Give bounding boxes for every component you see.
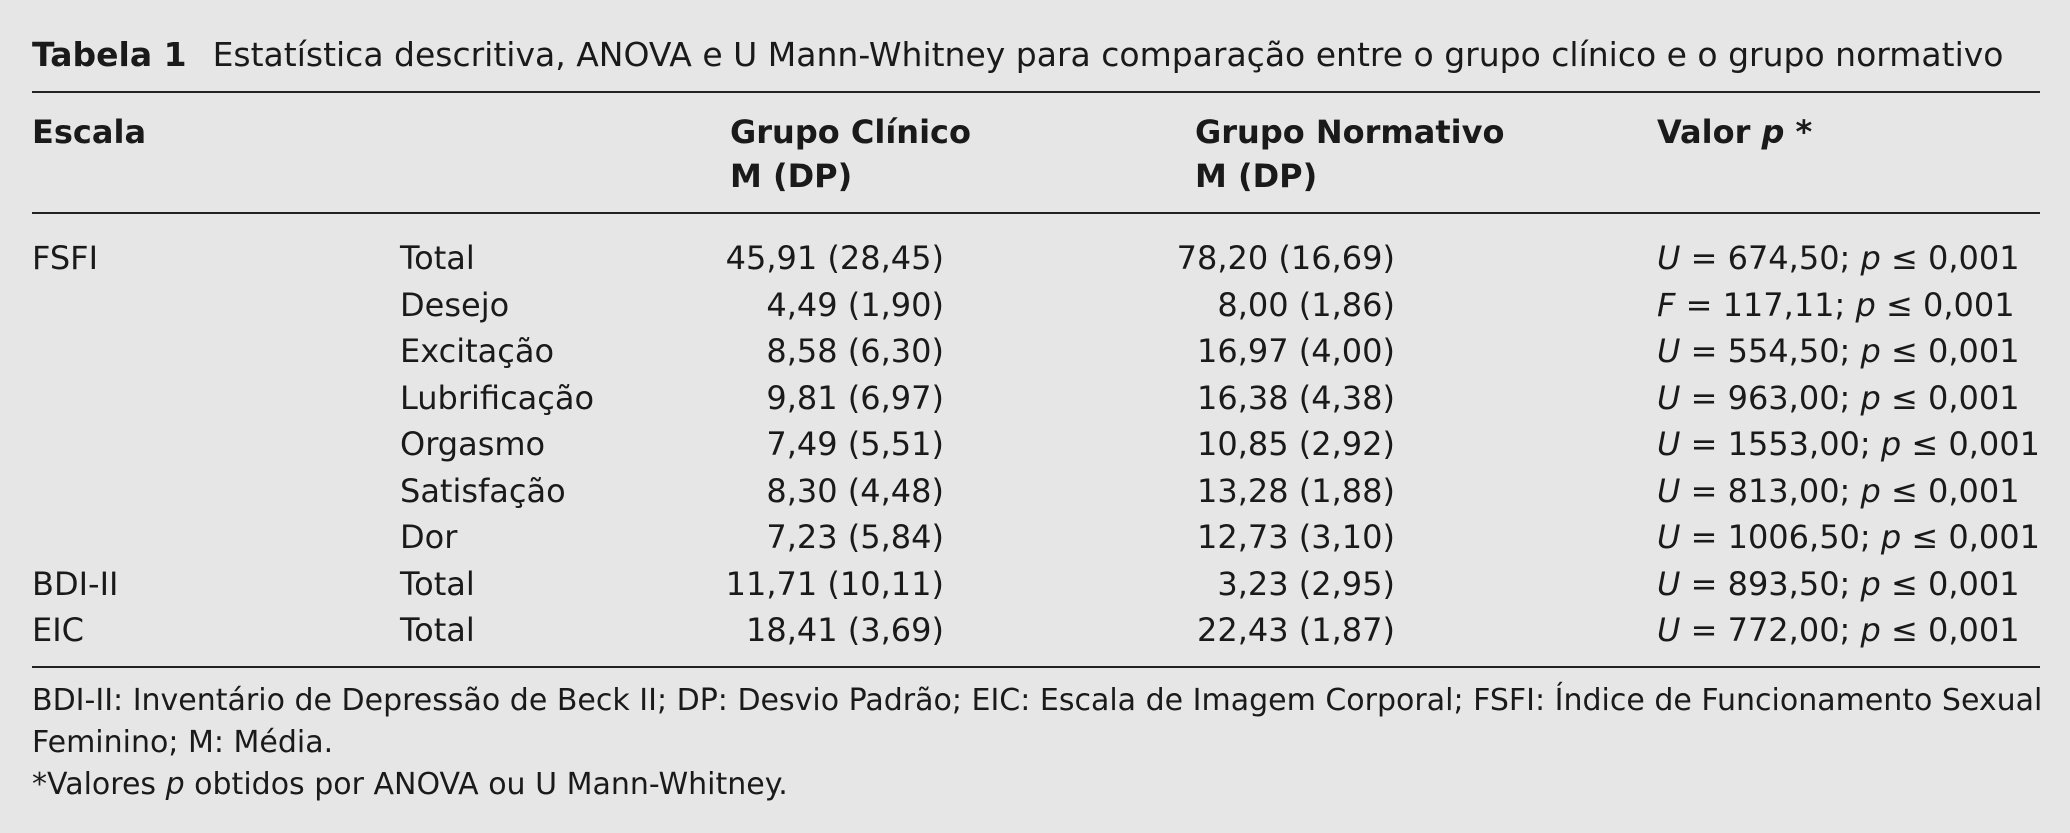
header-pvalue-prefix: Valor <box>1657 113 1762 151</box>
pvalue-footnote: *Valores p obtidos por ANOVA ou U Mann-W… <box>32 764 788 806</box>
p-value: ≤ 0,001 <box>1875 285 2015 324</box>
row-clinical-value: 9,81 (6,97) <box>766 378 944 417</box>
row-test-statistic: U = 772,00; p ≤ 0,001 <box>1657 608 2020 652</box>
stat-symbol: U <box>1657 332 1681 370</box>
p-symbol: p <box>1860 239 1881 277</box>
p-symbol: p <box>1860 611 1881 649</box>
footnote-p: p <box>165 767 185 802</box>
header-pvalue-suffix: * <box>1784 113 1813 151</box>
row-normative-value: 10,85 (2,92) <box>1197 425 1395 463</box>
stat-symbol: U <box>1657 611 1681 649</box>
row-subscale: Orgasmo <box>400 425 546 463</box>
table-caption: Tabela 1 Estatística descritiva, ANOVA e … <box>32 33 2003 77</box>
p-symbol: p <box>1880 425 1902 463</box>
row-test-statistic: U = 1553,00; p ≤ 0,001 <box>1657 422 2040 466</box>
row-normative-value: 13,28 (1,88) <box>1197 471 1395 510</box>
row-normative-value: 16,38 (4,38) <box>1197 378 1395 417</box>
row-scale: EIC <box>32 611 84 649</box>
p-value: ≤ 0,001 <box>1880 564 2020 603</box>
stat-symbol: U <box>1657 378 1681 417</box>
top-rule <box>32 91 2040 93</box>
p-value: ≤ 0,001 <box>1880 611 2020 649</box>
table-title: Estatística descritiva, ANOVA e U Mann-W… <box>212 35 2004 74</box>
footnote-prefix: *Valores <box>32 767 166 802</box>
p-value: ≤ 0,001 <box>1901 518 2040 556</box>
row-clinical-value: 4,49 (1,90) <box>766 285 944 324</box>
stat-value: = 893,50; <box>1680 564 1861 603</box>
row-subscale: Lubrificação <box>400 378 595 417</box>
header-clinical-line1: Grupo Clínico <box>730 113 971 151</box>
p-value: ≤ 0,001 <box>1880 239 2020 277</box>
row-test-statistic: U = 1006,50; p ≤ 0,001 <box>1657 515 2040 559</box>
stat-value: = 772,00; <box>1680 611 1861 649</box>
stat-value: = 117,11; <box>1675 285 1856 324</box>
header-normative-line2: M (DP) <box>1195 157 1318 195</box>
row-clinical-value: 45,91 (28,45) <box>725 239 944 277</box>
footnote-suffix: obtidos por ANOVA ou U Mann-Whitney. <box>184 767 788 802</box>
stat-symbol: U <box>1657 471 1681 510</box>
table-label: Tabela 1 <box>32 35 187 74</box>
p-value: ≤ 0,001 <box>1880 378 2020 417</box>
p-symbol: p <box>1860 378 1881 417</box>
p-value: ≤ 0,001 <box>1880 471 2020 510</box>
row-normative-value: 22,43 (1,87) <box>1197 611 1395 649</box>
stat-value: = 674,50; <box>1680 239 1861 277</box>
p-symbol: p <box>1880 518 1902 556</box>
abbreviations-note-line1: BDI-II: Inventário de Depressão de Beck … <box>32 683 2043 718</box>
stat-value: = 554,50; <box>1680 332 1861 370</box>
header-clinical-line2: M (DP) <box>730 157 853 195</box>
row-clinical-value: 8,30 (4,48) <box>766 471 944 510</box>
p-symbol: p <box>1860 564 1881 603</box>
p-symbol: p <box>1860 471 1881 510</box>
row-clinical-value: 7,49 (5,51) <box>766 425 944 463</box>
row-normative-value: 3,23 (2,95) <box>1217 564 1395 603</box>
row-subscale: Satisfação <box>400 471 566 510</box>
row-subscale: Desejo <box>400 285 510 324</box>
row-normative-value: 16,97 (4,00) <box>1197 332 1395 370</box>
row-subscale: Total <box>400 611 475 649</box>
stat-symbol: U <box>1657 518 1681 556</box>
header-pvalue: Valor p * <box>1657 110 1812 154</box>
row-clinical-value: 11,71 (10,11) <box>725 564 944 603</box>
p-symbol: p <box>1855 285 1876 324</box>
row-normative-value: 8,00 (1,86) <box>1217 285 1395 324</box>
row-scale: BDI-II <box>32 564 119 603</box>
row-test-statistic: U = 963,00; p ≤ 0,001 <box>1657 376 2020 420</box>
header-pvalue-p: p <box>1761 113 1785 151</box>
p-value: ≤ 0,001 <box>1880 332 2020 370</box>
row-test-statistic: F = 117,11; p ≤ 0,001 <box>1657 283 2015 327</box>
stat-symbol: U <box>1657 564 1681 603</box>
row-test-statistic: U = 813,00; p ≤ 0,001 <box>1657 469 2020 513</box>
stat-symbol: F <box>1657 285 1676 324</box>
row-test-statistic: U = 554,50; p ≤ 0,001 <box>1657 329 2020 373</box>
p-symbol: p <box>1860 332 1881 370</box>
row-subscale: Total <box>400 564 475 603</box>
row-clinical-value: 8,58 (6,30) <box>766 332 944 370</box>
p-value: ≤ 0,001 <box>1901 425 2040 463</box>
stat-value: = 963,00; <box>1680 378 1861 417</box>
row-subscale: Total <box>400 239 475 277</box>
row-normative-value: 78,20 (16,69) <box>1176 239 1395 277</box>
abbreviations-note-line2: Feminino; M: Média. <box>32 725 334 760</box>
bottom-rule <box>32 666 2040 668</box>
header-rule <box>32 212 2040 214</box>
stat-value: = 813,00; <box>1680 471 1861 510</box>
row-scale: FSFI <box>32 239 98 277</box>
row-clinical-value: 7,23 (5,84) <box>766 518 944 556</box>
header-scale: Escala <box>32 113 147 151</box>
stat-symbol: U <box>1657 239 1681 277</box>
stat-value: = 1553,00; <box>1680 425 1881 463</box>
row-subscale: Dor <box>400 518 458 556</box>
stat-symbol: U <box>1657 425 1681 463</box>
row-test-statistic: U = 674,50; p ≤ 0,001 <box>1657 236 2020 280</box>
header-normative-line1: Grupo Normativo <box>1195 113 1505 151</box>
row-normative-value: 12,73 (3,10) <box>1197 518 1395 556</box>
row-test-statistic: U = 893,50; p ≤ 0,001 <box>1657 562 2020 606</box>
stat-value: = 1006,50; <box>1680 518 1881 556</box>
row-clinical-value: 18,41 (3,69) <box>746 611 944 649</box>
row-subscale: Excitação <box>400 332 555 370</box>
